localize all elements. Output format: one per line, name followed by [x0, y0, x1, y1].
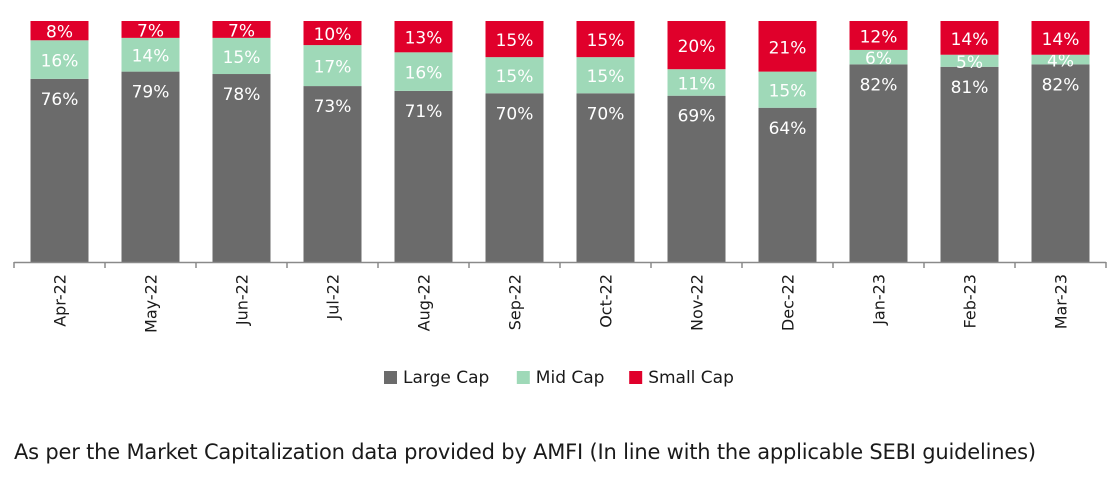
data-label: 14% [132, 47, 170, 67]
legend-swatch-mid-cap [516, 371, 530, 384]
bar-small-cap-mar-23 [1031, 21, 1090, 55]
bar-mid-cap-dec-22 [758, 71, 817, 108]
bar-mid-cap-nov-22 [667, 69, 726, 96]
legend-swatch-large-cap [384, 371, 397, 384]
data-label: 15% [223, 48, 261, 68]
data-label: 70% [587, 104, 625, 124]
data-label: 69% [678, 107, 716, 127]
legend-swatch-small-cap [629, 371, 643, 384]
data-label: 11% [678, 74, 716, 94]
bar-large-cap-feb-23 [940, 66, 999, 262]
bar-mid-cap-feb-23 [940, 54, 999, 67]
bar-mid-cap-apr-22 [30, 40, 89, 79]
bar-large-cap-jul-22 [303, 86, 362, 262]
bar-large-cap-aug-22 [394, 90, 453, 262]
bar-large-cap-jan-23 [849, 64, 908, 262]
bar-small-cap-apr-22 [30, 21, 89, 41]
bar-mid-cap-jan-23 [849, 49, 908, 65]
x-tick-label: Mar-23 [1052, 274, 1071, 329]
bar-large-cap-nov-22 [667, 95, 726, 263]
data-label: 15% [587, 31, 625, 51]
bar-small-cap-aug-22 [394, 21, 453, 53]
data-label: 7% [228, 21, 255, 41]
x-tick-label: Dec-22 [779, 274, 798, 331]
data-label: 5% [956, 53, 983, 73]
x-tick-label: Jan-23 [870, 274, 889, 326]
data-label: 21% [769, 38, 807, 58]
bar-small-cap-feb-23 [940, 21, 999, 55]
data-label: 81% [951, 78, 989, 98]
x-tick-label: Nov-22 [688, 274, 707, 331]
data-label: 76% [41, 90, 79, 110]
x-tick-label: Feb-23 [961, 274, 980, 328]
data-label: 79% [132, 83, 170, 103]
data-label: 10% [314, 25, 352, 45]
bar-small-cap-jul-22 [303, 21, 362, 46]
x-tick-label: Oct-22 [597, 274, 616, 328]
bar-small-cap-nov-22 [667, 21, 726, 70]
bar-mid-cap-jun-22 [212, 37, 271, 75]
bar-mid-cap-may-22 [121, 37, 180, 72]
bar-large-cap-may-22 [121, 71, 180, 262]
bar-small-cap-sep-22 [485, 21, 544, 58]
data-label: 16% [41, 52, 79, 72]
stacked-bar-chart: 76% 16% 8% Apr-22 79% 14% 7% May-22 78% 15% 7% Jun-… [13, 21, 1107, 388]
bar-small-cap-jun-22 [212, 21, 271, 38]
bar-large-cap-apr-22 [30, 78, 89, 262]
data-label: 8% [46, 23, 73, 43]
bar-small-cap-oct-22 [576, 21, 635, 58]
bar-mid-cap-sep-22 [485, 57, 544, 94]
x-tick-label: Jul-22 [324, 274, 343, 320]
bar-small-cap-dec-22 [758, 21, 817, 72]
data-label: 71% [405, 102, 443, 122]
data-label: 15% [496, 67, 534, 87]
bar-large-cap-oct-22 [576, 93, 635, 262]
bar-large-cap-dec-22 [758, 107, 817, 262]
data-label: 4% [1047, 52, 1074, 72]
data-label: 12% [860, 27, 898, 47]
bar-mid-cap-oct-22 [576, 57, 635, 94]
data-label: 15% [587, 67, 625, 87]
bar-mid-cap-jul-22 [303, 45, 362, 87]
data-label: 82% [1042, 75, 1080, 95]
data-label: 73% [314, 97, 352, 117]
x-tick-label: Sep-22 [506, 274, 525, 330]
data-label: 13% [405, 29, 443, 49]
footnote: As per the Market Capitalization data pr… [14, 440, 1036, 464]
data-label: 82% [860, 75, 898, 95]
bar-small-cap-may-22 [121, 21, 180, 38]
bar-large-cap-mar-23 [1031, 64, 1090, 262]
data-label: 16% [405, 64, 443, 84]
bar-mid-cap-aug-22 [394, 52, 453, 91]
data-label: 17% [314, 58, 352, 78]
data-label: 15% [769, 82, 807, 102]
data-label: 70% [496, 104, 534, 124]
x-tick-label: Aug-22 [415, 274, 434, 331]
legend-label: Small Cap [648, 368, 734, 388]
data-label: 6% [865, 49, 892, 69]
data-label: 20% [678, 37, 716, 57]
x-tick-label: May-22 [142, 274, 161, 333]
data-label: 64% [769, 119, 807, 139]
x-tick-label: Jun-22 [233, 274, 252, 326]
data-label: 15% [496, 31, 534, 51]
legend-label: Large Cap [403, 368, 489, 388]
x-tick-label: Apr-22 [51, 274, 70, 327]
bar-large-cap-jun-22 [212, 74, 271, 263]
data-label: 14% [951, 30, 989, 50]
bar-mid-cap-mar-23 [1031, 54, 1090, 65]
data-label: 14% [1042, 30, 1080, 50]
legend-label: Mid Cap [536, 368, 605, 388]
data-label: 78% [223, 85, 261, 105]
bar-large-cap-sep-22 [485, 93, 544, 262]
data-label: 7% [137, 21, 164, 41]
bar-small-cap-jan-23 [849, 21, 908, 50]
